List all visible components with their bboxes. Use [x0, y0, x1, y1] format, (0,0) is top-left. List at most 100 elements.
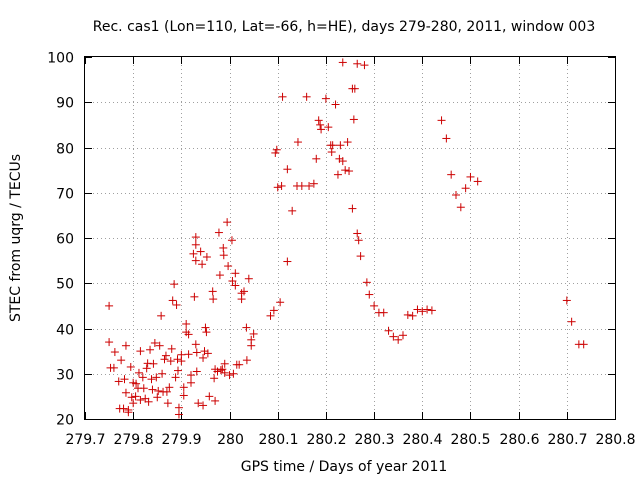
plus-marker — [224, 262, 233, 271]
plus-marker — [171, 373, 180, 382]
plus-marker — [192, 348, 201, 357]
plus-marker — [163, 399, 172, 408]
x-tick-label: 280 — [217, 432, 244, 448]
plus-marker — [333, 170, 342, 179]
plus-marker — [110, 348, 119, 357]
plus-marker — [146, 345, 155, 354]
plus-marker — [269, 306, 278, 315]
y-tick-label: 30 — [56, 368, 74, 384]
plus-marker — [227, 236, 236, 245]
plus-marker — [148, 385, 157, 394]
plus-marker — [166, 357, 175, 366]
plus-marker — [338, 157, 347, 166]
plus-marker — [473, 177, 482, 186]
plus-marker — [447, 170, 456, 179]
plus-marker — [466, 172, 475, 181]
plus-marker — [209, 295, 218, 304]
plus-marker — [182, 319, 191, 328]
plus-marker — [231, 269, 240, 278]
plus-marker — [213, 367, 222, 376]
plus-marker — [356, 252, 365, 261]
plus-marker — [288, 206, 297, 215]
grid-lines — [85, 57, 615, 419]
plus-marker — [231, 281, 240, 290]
plus-marker — [120, 375, 129, 384]
plus-marker — [196, 247, 205, 256]
plus-marker — [365, 290, 374, 299]
y-tick-label: 40 — [56, 323, 74, 339]
plus-marker — [127, 393, 136, 402]
plus-marker — [370, 301, 379, 310]
x-tick-label: 280.6 — [499, 432, 539, 448]
plus-marker — [349, 115, 358, 124]
plus-marker — [136, 347, 145, 356]
plot-frame — [84, 56, 616, 420]
plus-marker — [297, 181, 306, 190]
x-tick-label: 280.3 — [354, 432, 394, 448]
plus-marker — [200, 347, 209, 356]
plus-marker — [456, 203, 465, 212]
plus-marker — [379, 308, 388, 317]
plus-marker — [277, 181, 286, 190]
plus-marker — [362, 278, 371, 287]
plus-marker — [138, 373, 147, 382]
plus-marker — [152, 373, 161, 382]
plus-marker — [223, 218, 232, 227]
x-tick-label: 280.8 — [595, 432, 635, 448]
plus-marker — [452, 191, 460, 200]
plus-marker — [562, 296, 571, 305]
plus-marker — [142, 364, 151, 373]
plus-marker — [345, 167, 354, 176]
plus-marker — [191, 240, 200, 249]
plus-marker — [187, 378, 195, 387]
plus-marker — [184, 350, 193, 359]
plus-marker — [302, 92, 311, 101]
plus-marker — [187, 371, 195, 380]
plus-marker — [240, 287, 248, 296]
plus-marker — [205, 392, 214, 401]
plus-marker — [266, 311, 275, 320]
y-tick-label: 100 — [47, 51, 74, 67]
plus-marker — [174, 403, 183, 412]
plus-marker — [109, 363, 118, 372]
x-tick-label: 280.4 — [402, 432, 442, 448]
plus-marker — [229, 369, 238, 378]
plus-marker — [119, 404, 128, 413]
plus-marker — [220, 359, 229, 368]
plus-marker — [219, 251, 228, 260]
plus-marker — [219, 243, 228, 252]
x-tick-label: 280.5 — [450, 432, 490, 448]
y-tick-label: 60 — [56, 232, 74, 248]
x-axis-label: GPS time / Days of year 2011 — [241, 459, 448, 475]
plus-marker — [177, 357, 186, 366]
plus-marker — [121, 341, 130, 350]
plus-marker — [157, 311, 166, 320]
plus-marker — [173, 366, 182, 375]
plus-marker — [129, 399, 138, 408]
plus-marker — [273, 183, 282, 192]
plus-marker — [316, 120, 325, 129]
plus-marker — [184, 330, 193, 339]
y-tick-label: 50 — [56, 277, 74, 293]
plus-marker — [134, 368, 143, 377]
plus-marker — [191, 256, 200, 265]
plus-marker — [147, 375, 156, 384]
plus-marker — [174, 410, 183, 419]
plus-marker — [179, 383, 188, 392]
y-tick-label: 80 — [56, 142, 74, 158]
plus-marker — [336, 141, 345, 150]
plus-marker — [149, 359, 158, 368]
plus-marker — [201, 323, 210, 332]
plus-marker — [413, 305, 422, 314]
plus-marker — [153, 393, 162, 402]
plus-marker — [335, 154, 344, 163]
plus-marker — [208, 287, 217, 296]
plus-marker — [249, 329, 258, 338]
plus-marker — [121, 388, 130, 397]
y-tick-label: 70 — [56, 187, 74, 203]
plus-marker — [384, 326, 393, 335]
plus-marker — [155, 341, 164, 350]
plus-marker — [136, 395, 145, 404]
plus-marker — [215, 271, 224, 280]
